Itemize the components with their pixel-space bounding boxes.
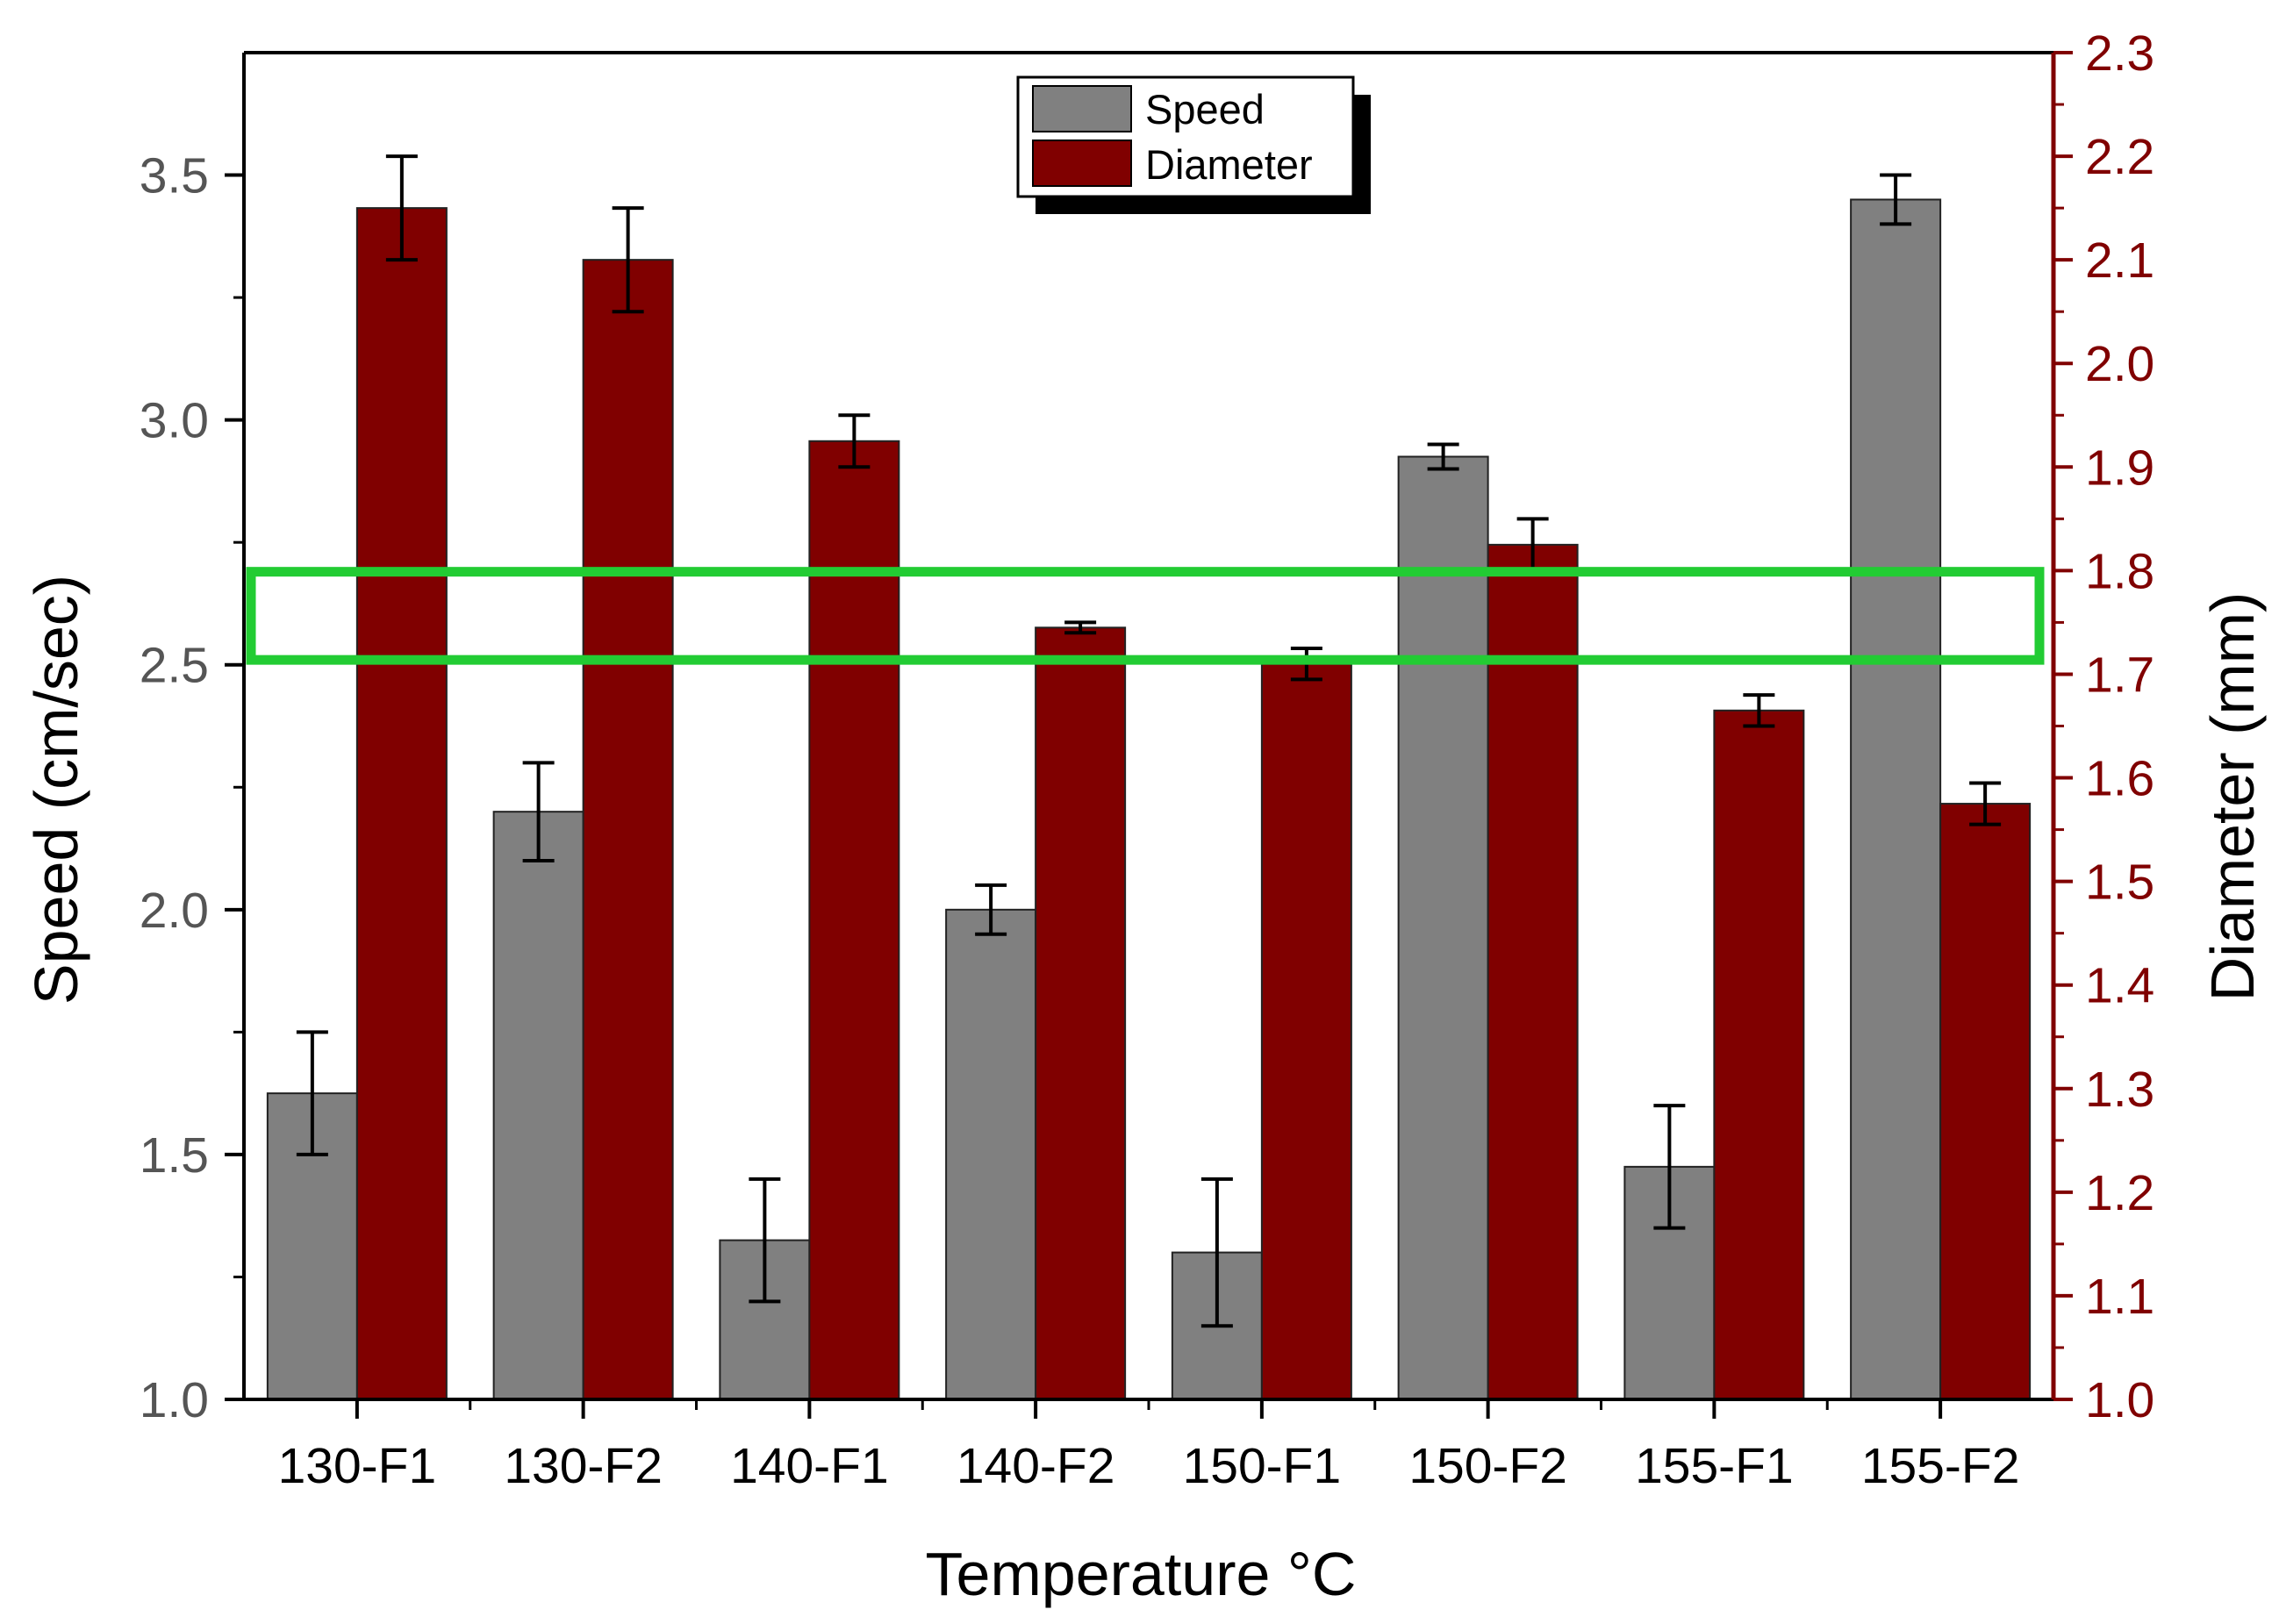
x-tick-label: 140-F2 <box>957 1438 1115 1494</box>
bar-diameter <box>355 207 448 1401</box>
y-left-tick-label: 2.0 <box>140 883 209 939</box>
y-right-tick-label: 1.8 <box>2085 543 2154 599</box>
bar-diameter <box>1713 709 1805 1400</box>
bar-speed <box>1397 455 1489 1400</box>
x-tick-label: 155-F1 <box>1635 1438 1794 1494</box>
bar-diameter <box>582 259 674 1401</box>
y-axis-left-title: Speed (cm/sec) <box>22 575 90 1005</box>
x-tick-label: 130-F1 <box>278 1438 437 1494</box>
bar-speed <box>1850 198 1942 1400</box>
x-tick-label: 130-F2 <box>504 1438 663 1494</box>
errorbars-layer <box>296 154 2002 1328</box>
bar-diameter <box>1035 626 1127 1400</box>
y-right-tick-label: 1.5 <box>2085 855 2154 911</box>
y-right-tick-label: 1.2 <box>2085 1165 2154 1221</box>
y-right-tick-label: 1.3 <box>2085 1062 2154 1118</box>
x-tick-label: 140-F1 <box>730 1438 889 1494</box>
y-left-tick-label: 1.0 <box>140 1372 209 1428</box>
y-right-tick-label: 1.6 <box>2085 751 2154 807</box>
x-tick-label: 150-F1 <box>1183 1438 1342 1494</box>
y-left-tick-label: 3.5 <box>140 148 209 204</box>
y-left-tick-label: 3.0 <box>140 393 209 449</box>
bar-diameter <box>1939 803 2032 1400</box>
bar-diameter <box>1487 543 1579 1400</box>
y-axis-right-ticks: 1.0 1.1 1.2 1.3 1.4 1.5 1.6 1.7 1.8 1.9 2.0 2.1 2.2 2… <box>2053 25 2154 1428</box>
y-axis-right-title: Diameter (mm) <box>2198 592 2267 1002</box>
bar-diameter <box>1260 662 1352 1400</box>
y-right-tick-label: 1.7 <box>2085 647 2154 703</box>
bar-speed <box>945 908 1037 1401</box>
legend: Speed Diameter <box>1016 75 1371 214</box>
y-right-tick-label: 1.9 <box>2085 440 2154 496</box>
y-left-tick-label: 1.5 <box>140 1127 209 1184</box>
bar-speed <box>492 811 584 1400</box>
y-right-tick-label: 2.2 <box>2085 129 2154 185</box>
x-tick-label: 155-F2 <box>1861 1438 2020 1494</box>
y-right-tick-label: 2.0 <box>2085 336 2154 392</box>
y-right-tick-label: 2.3 <box>2085 25 2154 82</box>
bars-layer <box>266 198 2032 1401</box>
x-axis-ticks: 130-F1 130-F2 140-F1 140-F2 150-F1 150-F2 155-… <box>278 1399 2020 1494</box>
highlight-band <box>246 567 2045 665</box>
y-right-tick-label: 1.0 <box>2085 1372 2154 1428</box>
x-axis-title: Temperature °C <box>926 1540 1357 1608</box>
legend-swatch-diameter <box>1032 140 1132 187</box>
x-tick-label: 150-F2 <box>1408 1438 1567 1494</box>
y-left-tick-label: 2.5 <box>140 638 209 694</box>
legend-swatch-speed <box>1032 85 1132 132</box>
y-axis-left-ticks: 1.0 1.5 2.0 2.5 3.0 3.5 <box>140 148 244 1428</box>
y-right-tick-label: 1.4 <box>2085 958 2154 1014</box>
bar-diameter <box>808 440 900 1400</box>
y-right-tick-label: 2.1 <box>2085 233 2154 289</box>
legend-label-speed: Speed <box>1145 86 1265 132</box>
y-right-tick-label: 1.1 <box>2085 1269 2154 1325</box>
legend-label-diameter: Diameter <box>1145 141 1313 188</box>
